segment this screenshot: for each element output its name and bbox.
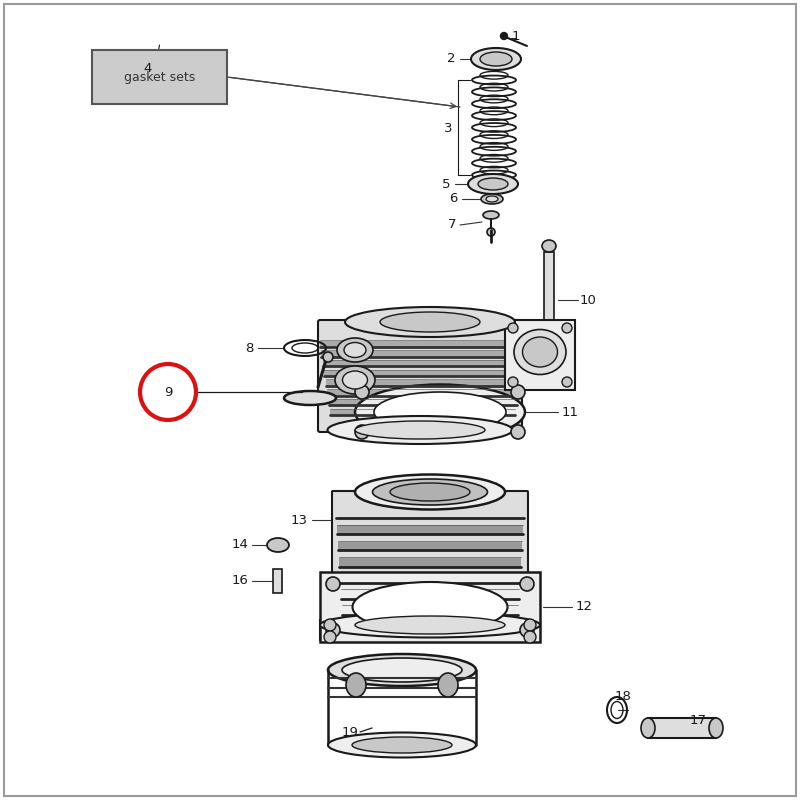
Bar: [339, 558, 521, 566]
Circle shape: [520, 577, 534, 591]
Bar: [320, 572, 540, 642]
Text: 7: 7: [447, 218, 456, 231]
Ellipse shape: [355, 474, 505, 510]
Ellipse shape: [390, 483, 470, 501]
Circle shape: [324, 631, 336, 643]
Bar: [321, 350, 524, 357]
Ellipse shape: [480, 52, 512, 66]
Text: 8: 8: [246, 342, 254, 354]
Ellipse shape: [353, 582, 507, 632]
Bar: [319, 341, 526, 346]
Text: 10: 10: [580, 294, 597, 306]
Text: gasket sets: gasket sets: [124, 70, 195, 83]
Bar: [322, 360, 522, 366]
Text: 17: 17: [690, 714, 707, 726]
Ellipse shape: [374, 392, 506, 432]
FancyBboxPatch shape: [332, 491, 528, 626]
Bar: [324, 370, 521, 376]
Text: 14: 14: [231, 538, 248, 551]
Ellipse shape: [346, 673, 366, 697]
Bar: [273, 569, 282, 593]
Circle shape: [487, 228, 495, 236]
Ellipse shape: [345, 307, 515, 337]
FancyBboxPatch shape: [318, 320, 522, 432]
Bar: [327, 390, 518, 395]
Bar: [337, 526, 523, 534]
Ellipse shape: [355, 616, 505, 634]
Bar: [342, 606, 518, 615]
Text: 5: 5: [442, 178, 450, 190]
Circle shape: [508, 377, 518, 387]
Circle shape: [511, 385, 525, 399]
Circle shape: [508, 323, 518, 333]
Bar: [92, 50, 227, 104]
Bar: [338, 542, 522, 550]
Circle shape: [562, 377, 572, 387]
Ellipse shape: [328, 654, 476, 686]
Ellipse shape: [468, 174, 518, 194]
Circle shape: [501, 33, 507, 39]
Circle shape: [323, 352, 333, 362]
Ellipse shape: [483, 211, 499, 219]
Bar: [330, 409, 515, 415]
Text: 11: 11: [562, 406, 579, 418]
Ellipse shape: [337, 338, 373, 362]
Circle shape: [524, 631, 536, 643]
Circle shape: [355, 385, 369, 399]
Circle shape: [324, 619, 336, 631]
Circle shape: [520, 623, 534, 637]
Ellipse shape: [471, 48, 521, 70]
Ellipse shape: [342, 371, 367, 389]
Ellipse shape: [355, 421, 485, 439]
Ellipse shape: [481, 194, 503, 204]
Circle shape: [326, 577, 340, 591]
Bar: [326, 380, 519, 386]
Ellipse shape: [542, 240, 556, 252]
Ellipse shape: [522, 337, 558, 367]
Ellipse shape: [267, 538, 289, 552]
Ellipse shape: [335, 366, 375, 394]
Bar: [648, 718, 716, 738]
Text: 18: 18: [615, 690, 632, 703]
Bar: [340, 574, 520, 582]
Text: 6: 6: [450, 193, 458, 206]
Ellipse shape: [438, 673, 458, 697]
Circle shape: [355, 425, 369, 439]
Ellipse shape: [328, 733, 476, 758]
Ellipse shape: [352, 737, 452, 753]
Text: 19: 19: [341, 726, 358, 738]
Ellipse shape: [478, 178, 508, 190]
Ellipse shape: [355, 385, 525, 439]
Text: 3: 3: [443, 122, 452, 134]
Ellipse shape: [486, 196, 498, 202]
Text: 12: 12: [576, 601, 593, 614]
Ellipse shape: [709, 718, 723, 738]
Text: 16: 16: [231, 574, 248, 587]
Text: 1: 1: [512, 30, 521, 43]
Text: 2: 2: [446, 53, 455, 66]
Text: 4: 4: [144, 62, 152, 74]
Ellipse shape: [342, 658, 462, 682]
Bar: [505, 320, 575, 390]
Ellipse shape: [284, 391, 336, 405]
Ellipse shape: [380, 312, 480, 332]
Ellipse shape: [373, 479, 487, 505]
Bar: [329, 399, 517, 406]
Ellipse shape: [320, 613, 540, 638]
Bar: [320, 620, 540, 640]
Ellipse shape: [327, 416, 513, 444]
Text: 13: 13: [291, 514, 308, 526]
Ellipse shape: [641, 718, 655, 738]
Bar: [341, 590, 519, 599]
Circle shape: [326, 623, 340, 637]
Ellipse shape: [514, 330, 566, 374]
Bar: [544, 252, 554, 352]
Text: 9: 9: [164, 386, 172, 398]
Ellipse shape: [344, 342, 366, 358]
Circle shape: [511, 425, 525, 439]
Circle shape: [562, 323, 572, 333]
Circle shape: [524, 619, 536, 631]
